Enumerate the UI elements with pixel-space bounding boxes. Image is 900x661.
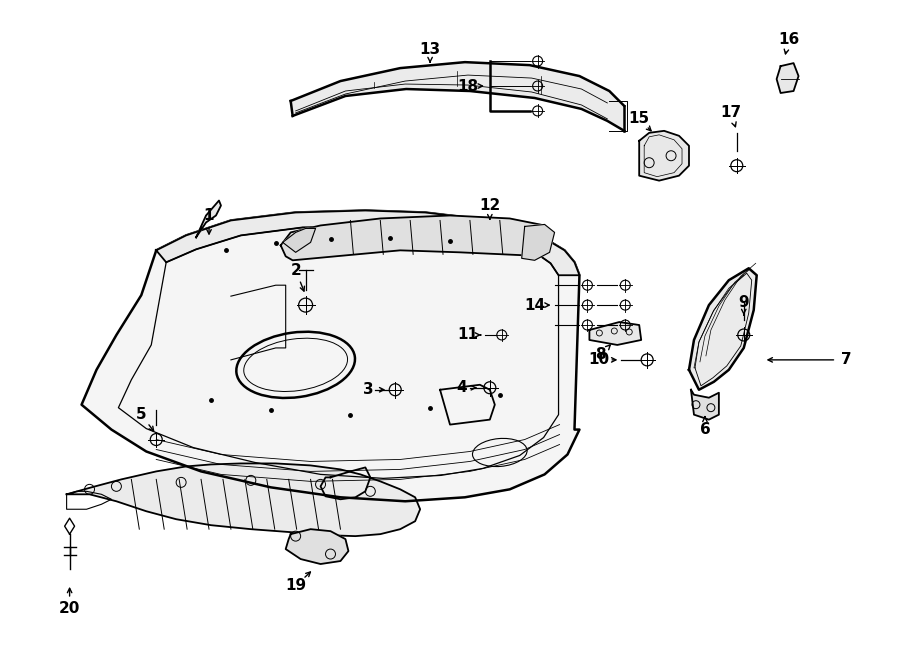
Polygon shape (283, 229, 316, 253)
Text: 17: 17 (720, 105, 742, 120)
Text: 12: 12 (479, 198, 500, 213)
Polygon shape (522, 225, 554, 260)
Polygon shape (196, 200, 221, 237)
Text: 15: 15 (628, 112, 650, 126)
Polygon shape (285, 529, 348, 564)
Text: 19: 19 (285, 578, 306, 594)
Text: 6: 6 (699, 422, 710, 437)
Text: 18: 18 (457, 79, 479, 94)
Polygon shape (82, 210, 580, 501)
Text: 2: 2 (291, 263, 301, 278)
Polygon shape (639, 131, 689, 180)
Text: 10: 10 (589, 352, 610, 368)
Text: 20: 20 (58, 602, 80, 616)
Polygon shape (691, 390, 719, 420)
Text: 1: 1 (203, 208, 214, 223)
Text: 13: 13 (419, 42, 441, 57)
Polygon shape (689, 268, 757, 390)
Polygon shape (440, 385, 495, 424)
Text: 8: 8 (595, 348, 606, 362)
Text: 5: 5 (136, 407, 147, 422)
Polygon shape (67, 463, 420, 536)
Polygon shape (291, 62, 625, 131)
Polygon shape (590, 322, 641, 345)
Text: 3: 3 (363, 382, 374, 397)
Text: 7: 7 (841, 352, 851, 368)
Text: 9: 9 (738, 295, 749, 309)
Text: 14: 14 (524, 297, 545, 313)
Text: 11: 11 (457, 327, 479, 342)
Polygon shape (777, 63, 798, 93)
Polygon shape (157, 210, 580, 275)
Text: 4: 4 (456, 380, 467, 395)
Polygon shape (281, 215, 550, 260)
Text: 16: 16 (778, 32, 799, 47)
